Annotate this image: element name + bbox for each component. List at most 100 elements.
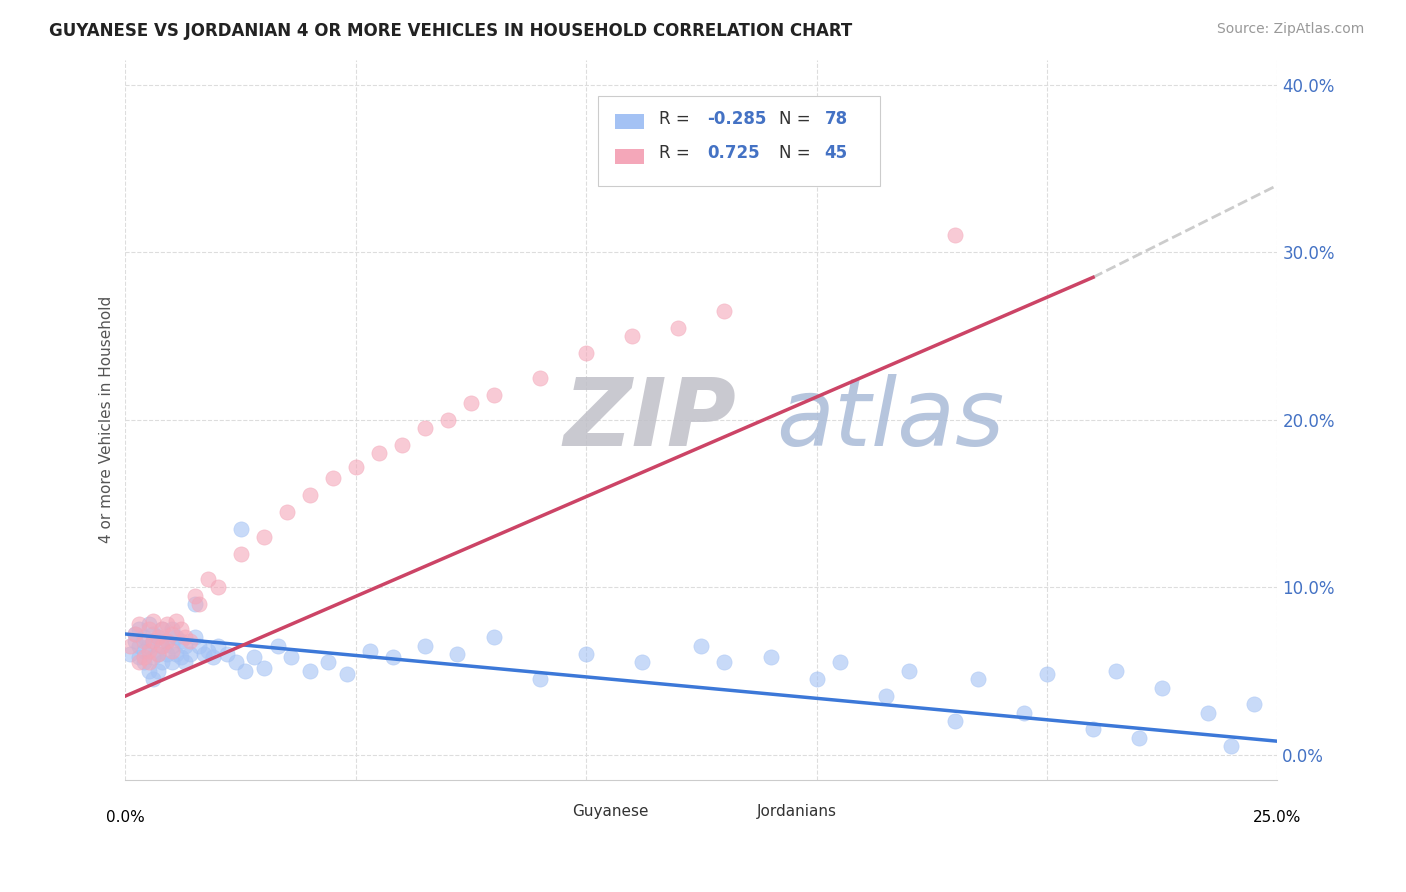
Point: [146, 647, 169, 661]
Point: [193, 647, 215, 661]
Point: [529, 371, 551, 385]
Point: [391, 438, 413, 452]
Point: [276, 505, 298, 519]
Text: 0.0%: 0.0%: [105, 810, 145, 825]
Y-axis label: 4 or more Vehicles in Household: 4 or more Vehicles in Household: [100, 296, 114, 543]
Text: Source: ZipAtlas.com: Source: ZipAtlas.com: [1216, 22, 1364, 37]
Point: [170, 622, 193, 636]
Point: [132, 650, 155, 665]
Point: [875, 689, 897, 703]
Point: [120, 639, 142, 653]
Point: [215, 647, 238, 661]
Point: [336, 667, 359, 681]
Point: [142, 650, 165, 665]
Point: [150, 639, 173, 653]
Point: [413, 639, 436, 653]
Point: [179, 647, 201, 661]
Point: [229, 547, 252, 561]
Point: [188, 597, 211, 611]
Point: [298, 664, 321, 678]
Point: [150, 622, 173, 636]
Point: [179, 633, 201, 648]
Point: [1243, 698, 1265, 712]
Point: [132, 644, 155, 658]
Point: [630, 656, 652, 670]
Point: [128, 639, 150, 653]
Point: [437, 412, 460, 426]
Point: [124, 633, 146, 648]
Point: [344, 459, 367, 474]
Point: [243, 650, 266, 665]
Point: [298, 488, 321, 502]
Point: [253, 530, 276, 544]
Point: [183, 597, 205, 611]
Point: [142, 672, 165, 686]
Point: [146, 664, 169, 678]
Text: atlas: atlas: [776, 374, 1004, 465]
Point: [482, 631, 505, 645]
Point: [943, 228, 966, 243]
Point: [146, 647, 169, 661]
Text: GUYANESE VS JORDANIAN 4 OR MORE VEHICLES IN HOUSEHOLD CORRELATION CHART: GUYANESE VS JORDANIAN 4 OR MORE VEHICLES…: [49, 22, 852, 40]
Point: [120, 647, 142, 661]
Point: [322, 471, 344, 485]
Point: [359, 644, 381, 658]
Point: [621, 329, 644, 343]
FancyBboxPatch shape: [614, 114, 644, 129]
Text: 0.725: 0.725: [707, 145, 759, 162]
Point: [160, 656, 183, 670]
Point: [156, 617, 179, 632]
Point: [1152, 681, 1174, 695]
Point: [280, 650, 302, 665]
Point: [266, 639, 288, 653]
Point: [174, 639, 197, 653]
Text: R =: R =: [659, 111, 695, 128]
FancyBboxPatch shape: [598, 95, 880, 186]
Point: [253, 660, 276, 674]
Point: [142, 614, 165, 628]
Point: [225, 656, 247, 670]
Point: [132, 656, 155, 670]
Point: [1197, 706, 1219, 720]
Point: [160, 622, 183, 636]
Point: [142, 627, 165, 641]
Point: [132, 633, 155, 648]
Point: [146, 631, 169, 645]
Point: [1128, 731, 1150, 745]
Point: [142, 633, 165, 648]
Point: [413, 421, 436, 435]
Point: [174, 631, 197, 645]
Point: [170, 650, 193, 665]
Point: [138, 617, 160, 632]
Point: [806, 672, 828, 686]
Point: [828, 656, 851, 670]
Point: [188, 639, 211, 653]
Text: -0.285: -0.285: [707, 111, 766, 128]
FancyBboxPatch shape: [614, 149, 644, 164]
Text: N =: N =: [779, 145, 815, 162]
Point: [138, 656, 160, 670]
Point: [138, 644, 160, 658]
Point: [759, 650, 782, 665]
FancyBboxPatch shape: [540, 805, 565, 820]
Point: [1105, 664, 1128, 678]
Point: [174, 656, 197, 670]
Text: 45: 45: [825, 145, 848, 162]
Point: [128, 650, 150, 665]
Point: [183, 631, 205, 645]
Point: [367, 446, 389, 460]
Point: [482, 387, 505, 401]
Point: [1220, 739, 1243, 754]
Point: [138, 622, 160, 636]
Point: [128, 617, 150, 632]
Point: [165, 614, 187, 628]
Point: [150, 622, 173, 636]
Point: [160, 627, 183, 641]
Point: [142, 633, 165, 648]
Point: [575, 345, 598, 359]
Point: [170, 633, 193, 648]
Point: [197, 572, 219, 586]
Point: [460, 396, 482, 410]
Point: [713, 303, 735, 318]
Text: 25.0%: 25.0%: [1253, 810, 1302, 825]
